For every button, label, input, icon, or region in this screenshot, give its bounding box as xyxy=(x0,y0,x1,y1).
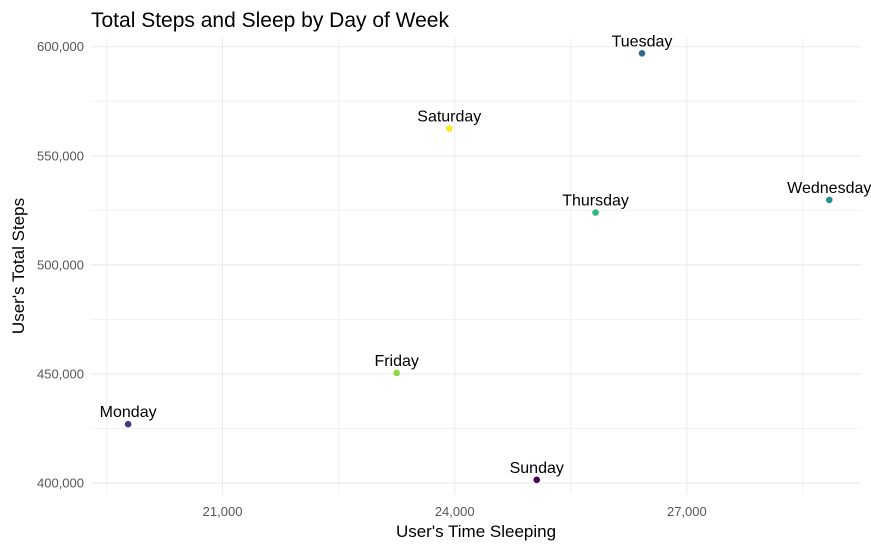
data-point xyxy=(393,369,400,377)
data-point-label: Wednesday xyxy=(787,180,871,197)
data-point-label: Saturday xyxy=(417,109,481,126)
x-tick-label: 21,000 xyxy=(203,504,243,519)
data-point-label: Friday xyxy=(374,353,418,370)
data-point-label: Sunday xyxy=(510,460,564,477)
chart-title: Total Steps and Sleep by Day of Week xyxy=(91,9,449,32)
data-point xyxy=(124,420,132,428)
data-point-label: Monday xyxy=(100,404,157,421)
data-point-label: Tuesday xyxy=(612,33,673,50)
x-tick-label: 27,000 xyxy=(667,504,707,519)
data-point xyxy=(638,49,646,57)
data-point xyxy=(533,476,541,484)
x-axis-title: User's Time Sleeping xyxy=(396,522,556,541)
y-tick-label: 550,000 xyxy=(37,148,84,163)
data-point-label: Thursday xyxy=(562,193,629,210)
axis-ticks: 21,000 24,000 27,000 400,000 450,000 500,000 5… xyxy=(37,39,707,519)
y-tick-label: 400,000 xyxy=(37,476,84,491)
y-tick-label: 450,000 xyxy=(37,367,84,382)
data-point xyxy=(446,125,453,132)
x-tick-label: 24,000 xyxy=(435,504,475,519)
data-point xyxy=(592,209,599,216)
y-tick-label: 600,000 xyxy=(37,39,84,54)
data-points: Sunday Monday Tuesday Wednesday Thursday Frid… xyxy=(100,33,871,484)
y-axis-title: User's Total Steps xyxy=(9,198,28,334)
grid xyxy=(91,38,861,494)
y-tick-label: 500,000 xyxy=(37,257,84,272)
data-point xyxy=(825,196,833,204)
